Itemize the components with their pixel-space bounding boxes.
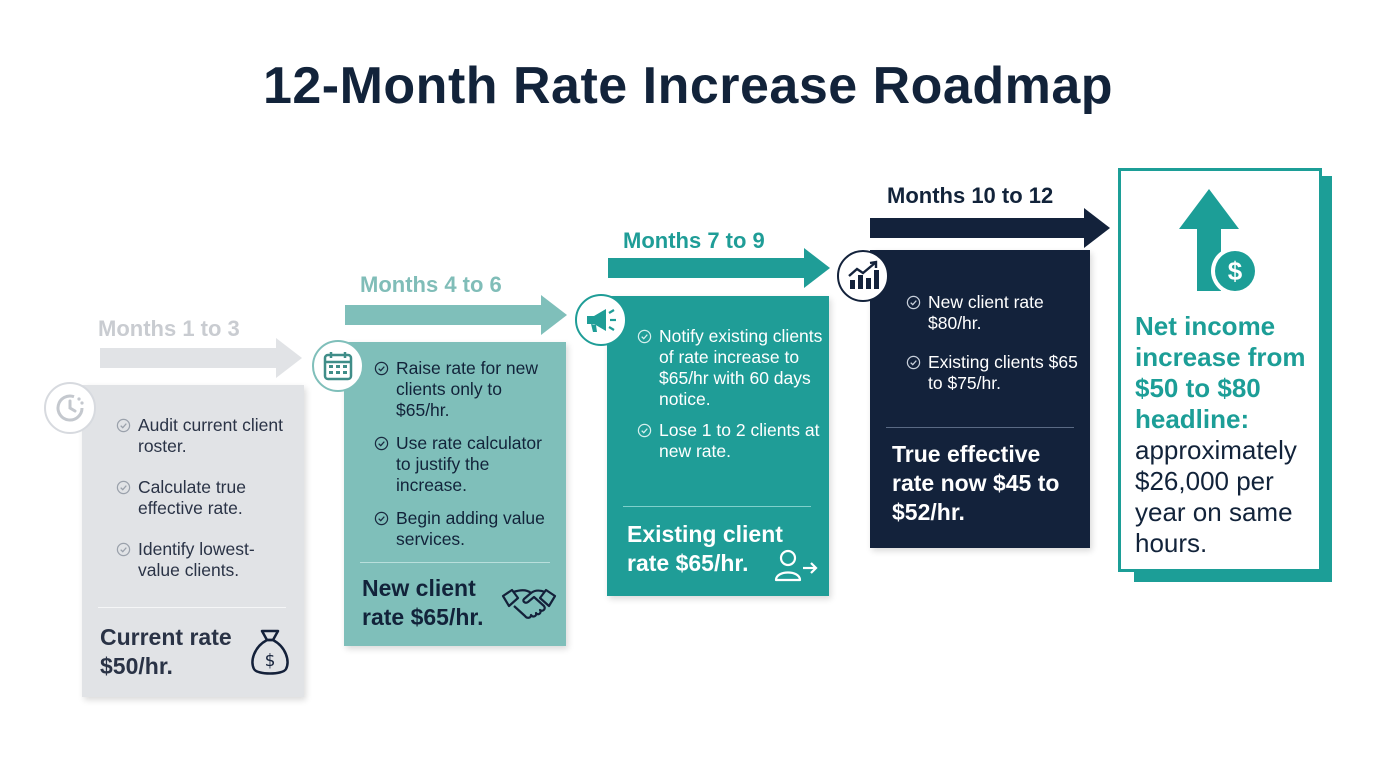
svg-text:$: $	[265, 651, 276, 671]
megaphone-icon	[587, 309, 616, 332]
stage-2-card: Raise rate for new clients only to $65/h…	[344, 342, 566, 646]
check-circle-icon	[906, 295, 921, 310]
stage-1-summary: Current rate $50/hr.	[100, 624, 232, 679]
stage-2-badge	[312, 340, 364, 392]
check-circle-icon	[637, 329, 652, 344]
stage-3-arrowhead	[804, 248, 830, 288]
item-text: New client rate $80/hr.	[928, 292, 1044, 333]
item-text: Raise rate for new clients only to $65/h…	[396, 358, 539, 420]
svg-text:$: $	[1228, 256, 1243, 286]
check-circle-icon	[374, 436, 389, 451]
handshake-icon	[501, 588, 557, 619]
list-item: Use rate calculator to justify the incre…	[374, 433, 558, 496]
user-arrow-icon	[774, 549, 818, 582]
divider	[360, 562, 550, 563]
stage-2-label: Months 4 to 6	[360, 272, 502, 297]
stage-4-card: New client rate $80/hr. Existing clients…	[870, 250, 1090, 548]
stage-1-arrowhead	[276, 338, 302, 378]
stage-2-arrow	[345, 305, 541, 325]
final-highlight: Net income increase from $50 to $80 head…	[1135, 311, 1306, 434]
check-circle-icon	[374, 511, 389, 526]
check-circle-icon	[637, 423, 652, 438]
item-text: Notify existing clients of rate increase…	[659, 326, 823, 409]
list-item: Audit current client roster.	[116, 415, 296, 457]
check-circle-icon	[374, 361, 389, 376]
stage-1-label: Months 1 to 3	[98, 316, 240, 341]
stage-2-arrowhead	[541, 295, 567, 335]
item-text: Use rate calculator to justify the incre…	[396, 433, 542, 495]
item-text: Identify lowest-value clients.	[138, 539, 255, 580]
stage-3-summary: Existing client rate $65/hr.	[627, 521, 783, 576]
final-text: Net income increase from $50 to $80 head…	[1135, 311, 1315, 559]
list-item: Raise rate for new clients only to $65/h…	[374, 358, 558, 421]
final-card: $ Net income increase from $50 to $80 he…	[1118, 168, 1322, 572]
list-item: Lose 1 to 2 clients at new rate.	[637, 420, 823, 462]
final-body: approximately $26,000 per year on same h…	[1135, 435, 1297, 558]
stage-4-label: Months 10 to 12	[887, 183, 1054, 208]
calendar-icon	[323, 352, 353, 381]
list-item: Begin adding value services.	[374, 508, 558, 550]
item-text: Begin adding value services.	[396, 508, 545, 549]
stage-3-arrow	[608, 258, 804, 278]
list-item: Identify lowest-value clients.	[116, 539, 296, 581]
stage-3-card: Notify existing clients of rate increase…	[607, 296, 829, 596]
check-circle-icon	[906, 355, 921, 370]
check-circle-icon	[116, 418, 131, 433]
stage-1-items: Audit current client roster. Calculate t…	[116, 415, 296, 601]
stage-4-arrowhead	[1084, 208, 1110, 248]
stage-2-summary: New client rate $65/hr.	[362, 575, 484, 630]
arrow-up-dollar-icon: $	[1179, 189, 1259, 295]
stage-3-label: Months 7 to 9	[623, 228, 765, 253]
item-text: Audit current client roster.	[138, 415, 283, 456]
check-circle-icon	[116, 542, 131, 557]
stage-4-arrow	[870, 218, 1084, 238]
list-item: Existing clients $65 to $75/hr.	[906, 352, 1086, 394]
clock-icon	[56, 394, 84, 422]
item-text: Lose 1 to 2 clients at new rate.	[659, 420, 820, 461]
stage-3-items: Notify existing clients of rate increase…	[637, 326, 823, 472]
list-item: Calculate true effective rate.	[116, 477, 296, 519]
page-title: 12-Month Rate Increase Roadmap	[262, 57, 1114, 115]
check-circle-icon	[116, 480, 131, 495]
list-item: New client rate $80/hr.	[906, 292, 1086, 334]
stage-4-badge	[837, 250, 889, 302]
growth-chart-icon	[848, 260, 879, 289]
divider	[98, 607, 286, 608]
list-item: Notify existing clients of rate increase…	[637, 326, 823, 410]
stage-1-arrow	[100, 348, 276, 368]
stage-1-badge	[44, 382, 96, 434]
stage-1-card: Audit current client roster. Calculate t…	[82, 385, 304, 697]
stage-3-badge	[575, 294, 627, 346]
stage-2-items: Raise rate for new clients only to $65/h…	[374, 358, 558, 562]
divider	[623, 506, 811, 507]
stage-4-items: New client rate $80/hr. Existing clients…	[906, 292, 1086, 412]
stage-4-summary: True effective rate now $45 to $52/hr.	[892, 441, 1060, 525]
item-text: Existing clients $65 to $75/hr.	[928, 352, 1078, 393]
item-text: Calculate true effective rate.	[138, 477, 246, 518]
divider	[886, 427, 1074, 428]
money-bag-icon: $	[251, 629, 289, 675]
